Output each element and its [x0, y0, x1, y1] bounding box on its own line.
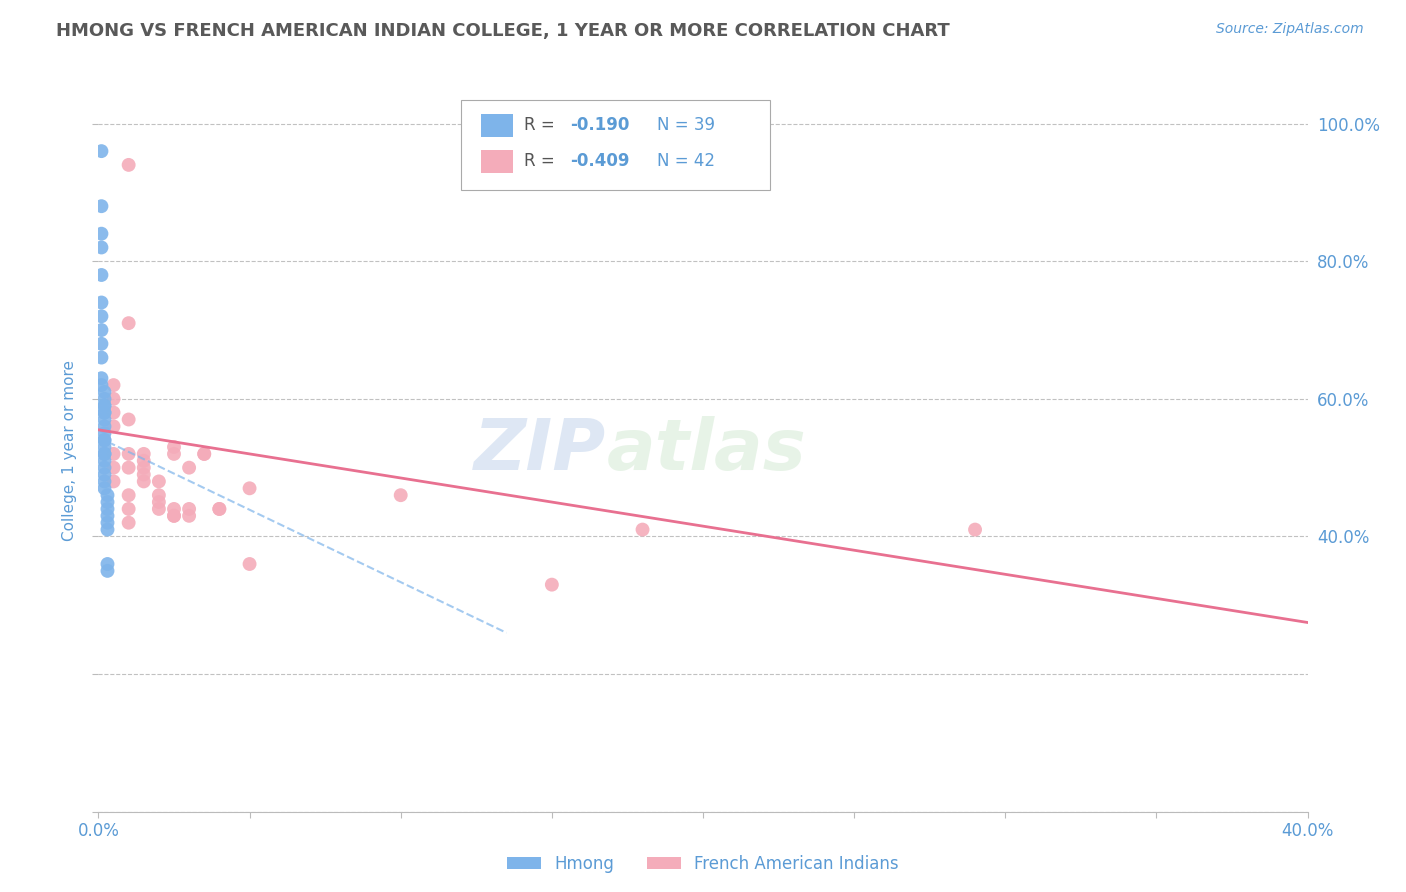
Point: [93, 399, 115, 413]
Point: [90, 144, 112, 158]
Point: [103, 475, 125, 489]
Point: [96, 502, 118, 516]
Point: [103, 419, 125, 434]
Point: [93, 412, 115, 426]
Point: [90, 351, 112, 365]
Point: [118, 412, 141, 426]
Legend: Hmong, French American Indians: Hmong, French American Indians: [501, 848, 905, 880]
FancyBboxPatch shape: [481, 114, 513, 136]
Point: [148, 488, 170, 502]
Point: [148, 475, 170, 489]
Text: atlas: atlas: [606, 416, 806, 485]
Text: R =: R =: [524, 153, 560, 170]
Point: [93, 454, 115, 468]
Point: [103, 406, 125, 420]
Point: [93, 481, 115, 495]
Point: [179, 508, 201, 523]
Point: [90, 378, 112, 392]
Point: [208, 502, 231, 516]
Point: [90, 310, 112, 324]
Text: -0.409: -0.409: [569, 153, 630, 170]
Point: [103, 392, 125, 406]
Point: [93, 406, 115, 420]
Point: [103, 447, 125, 461]
Point: [93, 392, 115, 406]
Point: [90, 199, 112, 213]
Point: [96, 488, 118, 502]
FancyBboxPatch shape: [461, 100, 769, 190]
Point: [132, 460, 155, 475]
Point: [163, 508, 186, 523]
Point: [148, 495, 170, 509]
Point: [118, 502, 141, 516]
Point: [96, 516, 118, 530]
Point: [148, 502, 170, 516]
Point: [90, 295, 112, 310]
Y-axis label: College, 1 year or more: College, 1 year or more: [62, 360, 77, 541]
Point: [93, 433, 115, 447]
Text: Source: ZipAtlas.com: Source: ZipAtlas.com: [1216, 22, 1364, 37]
Text: N = 42: N = 42: [657, 153, 716, 170]
Point: [93, 384, 115, 399]
Point: [239, 481, 262, 495]
Point: [103, 460, 125, 475]
Point: [163, 502, 186, 516]
Point: [118, 460, 141, 475]
Text: ZIP: ZIP: [474, 416, 606, 485]
Point: [93, 447, 115, 461]
Point: [90, 323, 112, 337]
Point: [163, 508, 186, 523]
Point: [965, 523, 987, 537]
Point: [93, 440, 115, 454]
Point: [93, 433, 115, 447]
Point: [90, 336, 112, 351]
Point: [90, 371, 112, 385]
Text: R =: R =: [524, 116, 560, 135]
Point: [90, 227, 112, 241]
Point: [103, 378, 125, 392]
Point: [179, 502, 201, 516]
Point: [540, 577, 562, 591]
Point: [93, 406, 115, 420]
Point: [96, 508, 118, 523]
Point: [132, 454, 155, 468]
Point: [96, 557, 118, 571]
Point: [118, 447, 141, 461]
Point: [193, 447, 215, 461]
Point: [93, 447, 115, 461]
Point: [208, 502, 231, 516]
Point: [193, 447, 215, 461]
Point: [96, 523, 118, 537]
Point: [93, 475, 115, 489]
Point: [96, 564, 118, 578]
Point: [239, 557, 262, 571]
Text: -0.190: -0.190: [569, 116, 630, 135]
Point: [389, 488, 412, 502]
Point: [90, 240, 112, 254]
Point: [96, 495, 118, 509]
Point: [118, 488, 141, 502]
Point: [93, 426, 115, 441]
FancyBboxPatch shape: [481, 150, 513, 173]
Point: [93, 467, 115, 482]
Point: [93, 399, 115, 413]
Text: HMONG VS FRENCH AMERICAN INDIAN COLLEGE, 1 YEAR OR MORE CORRELATION CHART: HMONG VS FRENCH AMERICAN INDIAN COLLEGE,…: [56, 22, 950, 40]
Point: [118, 516, 141, 530]
Point: [163, 447, 186, 461]
Text: N = 39: N = 39: [657, 116, 716, 135]
Point: [118, 158, 141, 172]
Point: [132, 475, 155, 489]
Point: [118, 316, 141, 330]
Point: [179, 460, 201, 475]
Point: [90, 268, 112, 282]
Point: [163, 440, 186, 454]
Point: [631, 523, 654, 537]
Point: [132, 447, 155, 461]
Point: [132, 467, 155, 482]
Point: [93, 419, 115, 434]
Point: [93, 460, 115, 475]
